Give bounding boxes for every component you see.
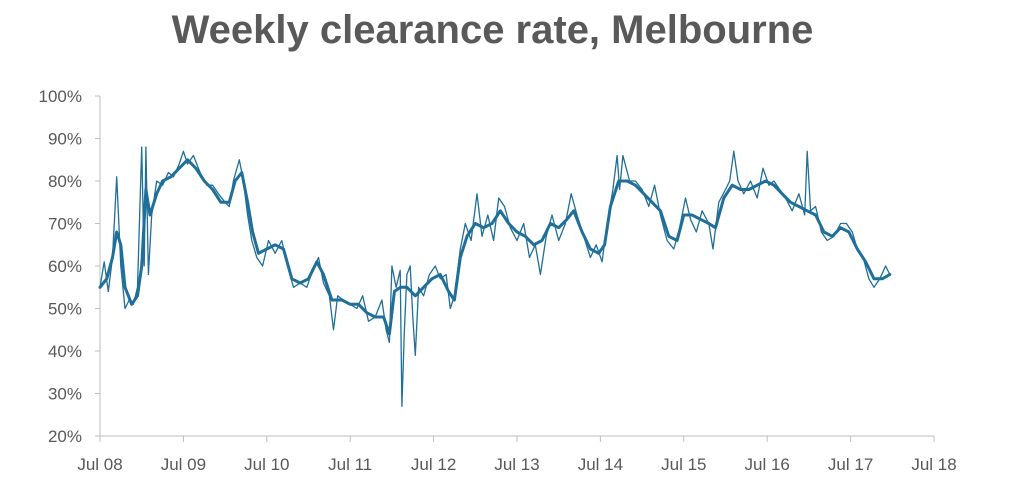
- x-tick-label: Jul 09: [161, 455, 206, 474]
- y-tick-label: 90%: [48, 130, 82, 149]
- smoothed-series-line: [98, 158, 892, 336]
- x-tick-label: Jul 15: [661, 455, 706, 474]
- y-axis-labels: 20% 30% 40% 50% 60% 70% 80% 90% 100%: [39, 87, 82, 446]
- x-tick-label: Jul 08: [77, 455, 122, 474]
- chart-title: Weekly clearance rate, Melbourne: [171, 8, 814, 52]
- y-tick-label: 70%: [48, 215, 82, 234]
- x-tick-label: Jul 17: [828, 455, 873, 474]
- x-tick-label: Jul 13: [494, 455, 539, 474]
- weekly-series-line: [99, 146, 891, 407]
- series-lines: [98, 146, 892, 407]
- y-tick-label: 80%: [48, 172, 82, 191]
- x-tick-label: Jul 11: [328, 455, 372, 474]
- x-tick-label: Jul 16: [745, 455, 790, 474]
- chart-axes: [95, 95, 935, 442]
- y-tick-label: 50%: [48, 300, 82, 319]
- y-tick-label: 30%: [48, 385, 82, 404]
- x-tick-label: Jul 10: [244, 455, 289, 474]
- x-tick-label: Jul 14: [578, 455, 623, 474]
- x-tick-label: Jul 18: [911, 455, 956, 474]
- y-tick-label: 40%: [48, 342, 82, 361]
- x-tick-label: Jul 12: [411, 455, 456, 474]
- y-tick-label: 100%: [39, 87, 82, 106]
- y-tick-label: 60%: [48, 257, 82, 276]
- y-tick-label: 20%: [48, 427, 82, 446]
- x-axis-labels: Jul 08 Jul 09 Jul 10 Jul 11 Jul 12 Jul 13 Jul …: [77, 455, 956, 474]
